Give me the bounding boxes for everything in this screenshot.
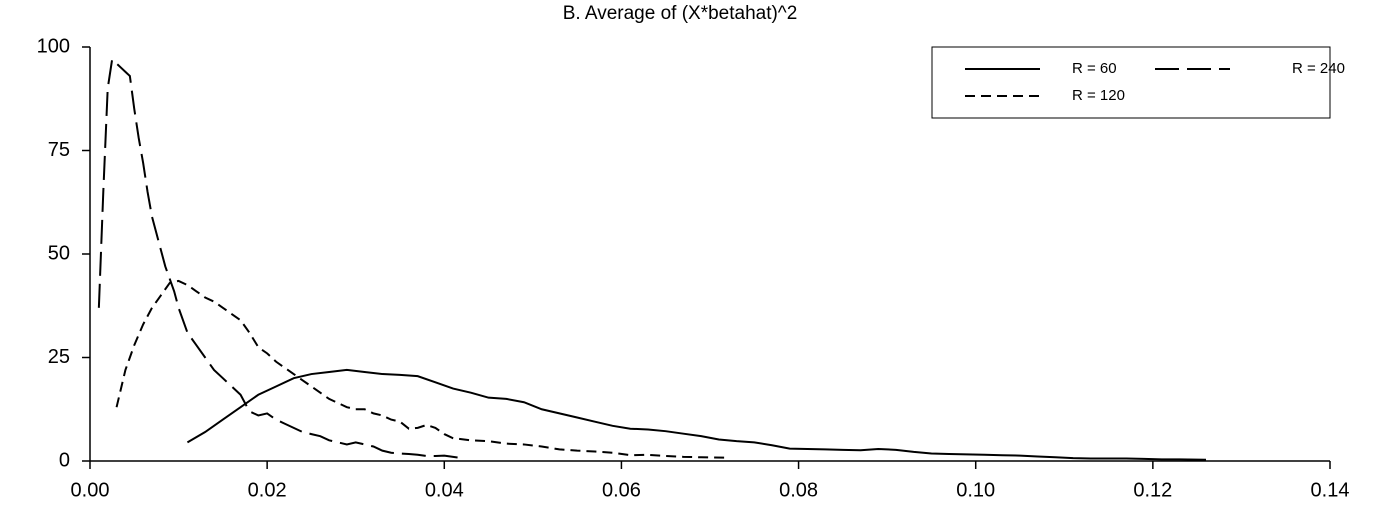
- legend-label: R = 120: [1072, 87, 1125, 104]
- y-tick-label: 50: [48, 242, 70, 264]
- x-tick-label: 0.10: [956, 479, 995, 501]
- y-tick-label: 100: [37, 35, 70, 57]
- x-tick-label: 0.02: [248, 479, 287, 501]
- x-tick-label: 0.06: [602, 479, 641, 501]
- y-tick-label: 75: [48, 139, 70, 161]
- series-line: [186, 368, 1207, 461]
- x-tick-label: 0.12: [1133, 479, 1172, 501]
- legend-label: R = 240: [1292, 60, 1345, 77]
- series-line: [97, 57, 463, 460]
- y-tick-label: 25: [48, 346, 70, 368]
- legend-box: [931, 46, 1331, 119]
- x-tick-label: 0.14: [1311, 479, 1350, 501]
- y-tick-label: 0: [59, 449, 70, 471]
- legend-label: R = 60: [1072, 60, 1117, 77]
- x-tick-label: 0.08: [779, 479, 818, 501]
- x-tick-label: 0.04: [425, 479, 464, 501]
- chart-title: B. Average of (X*betahat)^2: [563, 3, 798, 24]
- x-tick-label: 0.00: [71, 479, 110, 501]
- series-line: [115, 279, 728, 459]
